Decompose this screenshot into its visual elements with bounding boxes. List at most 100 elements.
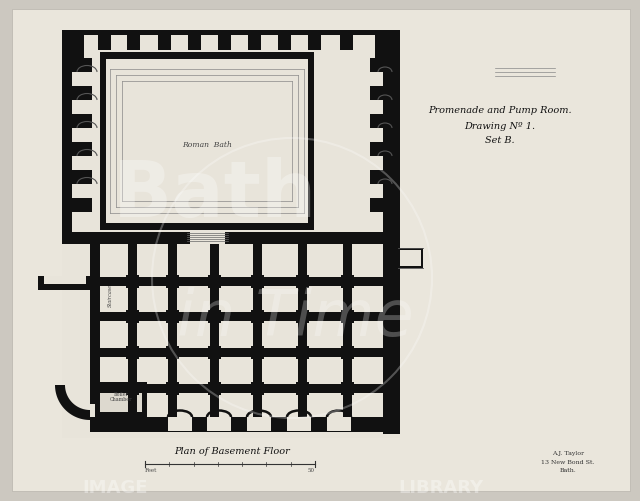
Bar bbox=[370, 198, 400, 212]
Bar bbox=[127, 30, 140, 50]
Bar bbox=[248, 30, 261, 50]
Bar bbox=[90, 348, 392, 357]
Bar bbox=[253, 244, 262, 417]
Bar bbox=[44, 276, 86, 284]
Text: Plan of Basement Floor: Plan of Basement Floor bbox=[174, 447, 290, 456]
Bar bbox=[296, 275, 309, 288]
Bar bbox=[100, 52, 314, 59]
Bar bbox=[166, 346, 179, 359]
Bar bbox=[168, 244, 177, 417]
Bar bbox=[185, 232, 190, 244]
Text: 13 New Bond St.: 13 New Bond St. bbox=[541, 459, 595, 464]
Bar bbox=[126, 275, 139, 288]
Bar bbox=[62, 30, 400, 35]
Bar bbox=[287, 417, 311, 431]
Text: in Time: in Time bbox=[177, 287, 413, 349]
Bar bbox=[341, 382, 354, 395]
Bar bbox=[100, 52, 106, 230]
Bar bbox=[370, 58, 400, 72]
Text: Bath.: Bath. bbox=[559, 468, 577, 473]
Bar bbox=[398, 248, 423, 268]
Text: Set B.: Set B. bbox=[485, 135, 515, 144]
Bar bbox=[341, 275, 354, 288]
Bar bbox=[90, 312, 392, 321]
Text: Feet: Feet bbox=[145, 468, 157, 473]
Bar bbox=[62, 142, 92, 156]
Bar bbox=[370, 114, 400, 128]
Bar bbox=[225, 232, 230, 244]
Bar bbox=[308, 30, 321, 50]
Bar bbox=[208, 310, 221, 323]
Bar bbox=[327, 417, 351, 431]
Bar bbox=[126, 382, 139, 395]
Bar bbox=[95, 382, 147, 387]
Bar bbox=[278, 30, 291, 50]
Bar bbox=[298, 244, 307, 417]
Bar bbox=[126, 310, 139, 323]
Bar bbox=[168, 417, 192, 431]
Bar bbox=[90, 244, 100, 404]
Bar bbox=[38, 276, 92, 290]
Polygon shape bbox=[55, 385, 90, 420]
Bar bbox=[383, 244, 400, 434]
Bar bbox=[383, 30, 400, 238]
Bar bbox=[218, 30, 231, 50]
Bar bbox=[340, 30, 353, 50]
Bar bbox=[341, 346, 354, 359]
Bar bbox=[62, 30, 72, 238]
Bar bbox=[62, 58, 92, 72]
Bar bbox=[95, 412, 147, 417]
Bar bbox=[62, 198, 92, 212]
Text: Boiler
Chamber: Boiler Chamber bbox=[109, 392, 132, 402]
Bar bbox=[370, 170, 400, 184]
Bar bbox=[370, 142, 400, 156]
Bar bbox=[62, 30, 84, 60]
Text: Promenade and Pump Room.: Promenade and Pump Room. bbox=[428, 106, 572, 115]
Bar bbox=[341, 310, 354, 323]
Bar bbox=[100, 223, 314, 230]
Bar bbox=[185, 232, 230, 244]
Bar bbox=[343, 244, 352, 417]
Bar bbox=[90, 384, 392, 393]
Bar bbox=[296, 310, 309, 323]
Text: Drawing Nº 1.: Drawing Nº 1. bbox=[465, 122, 536, 130]
Bar bbox=[166, 382, 179, 395]
Text: LIBRARY: LIBRARY bbox=[398, 479, 483, 497]
Bar bbox=[166, 275, 179, 288]
Text: Bath: Bath bbox=[113, 157, 317, 233]
Bar bbox=[400, 250, 421, 266]
Bar bbox=[210, 244, 219, 417]
Bar bbox=[62, 232, 400, 244]
Bar bbox=[296, 346, 309, 359]
Bar bbox=[208, 275, 221, 288]
Bar bbox=[208, 382, 221, 395]
Text: IMAGE: IMAGE bbox=[82, 479, 147, 497]
Bar bbox=[251, 275, 264, 288]
Bar bbox=[158, 30, 171, 50]
Text: A.J. Taylor: A.J. Taylor bbox=[552, 450, 584, 455]
Bar bbox=[95, 382, 100, 417]
Bar bbox=[308, 52, 314, 230]
Bar bbox=[62, 86, 92, 100]
Bar bbox=[370, 86, 400, 100]
Bar bbox=[98, 30, 111, 50]
Bar bbox=[142, 382, 147, 417]
Bar bbox=[375, 30, 400, 60]
Bar bbox=[128, 244, 137, 417]
Bar bbox=[126, 346, 139, 359]
Bar bbox=[251, 382, 264, 395]
Bar bbox=[166, 310, 179, 323]
Bar bbox=[207, 417, 231, 431]
Text: 50: 50 bbox=[308, 468, 315, 473]
Bar bbox=[62, 30, 400, 438]
Bar bbox=[188, 30, 201, 50]
Bar bbox=[62, 114, 92, 128]
Bar bbox=[90, 277, 392, 286]
Bar bbox=[296, 382, 309, 395]
Bar bbox=[62, 170, 92, 184]
Bar bbox=[90, 417, 400, 432]
Bar bbox=[208, 346, 221, 359]
Text: Staircase: Staircase bbox=[108, 284, 113, 307]
Bar bbox=[247, 417, 271, 431]
Text: Roman  Bath: Roman Bath bbox=[182, 141, 232, 149]
